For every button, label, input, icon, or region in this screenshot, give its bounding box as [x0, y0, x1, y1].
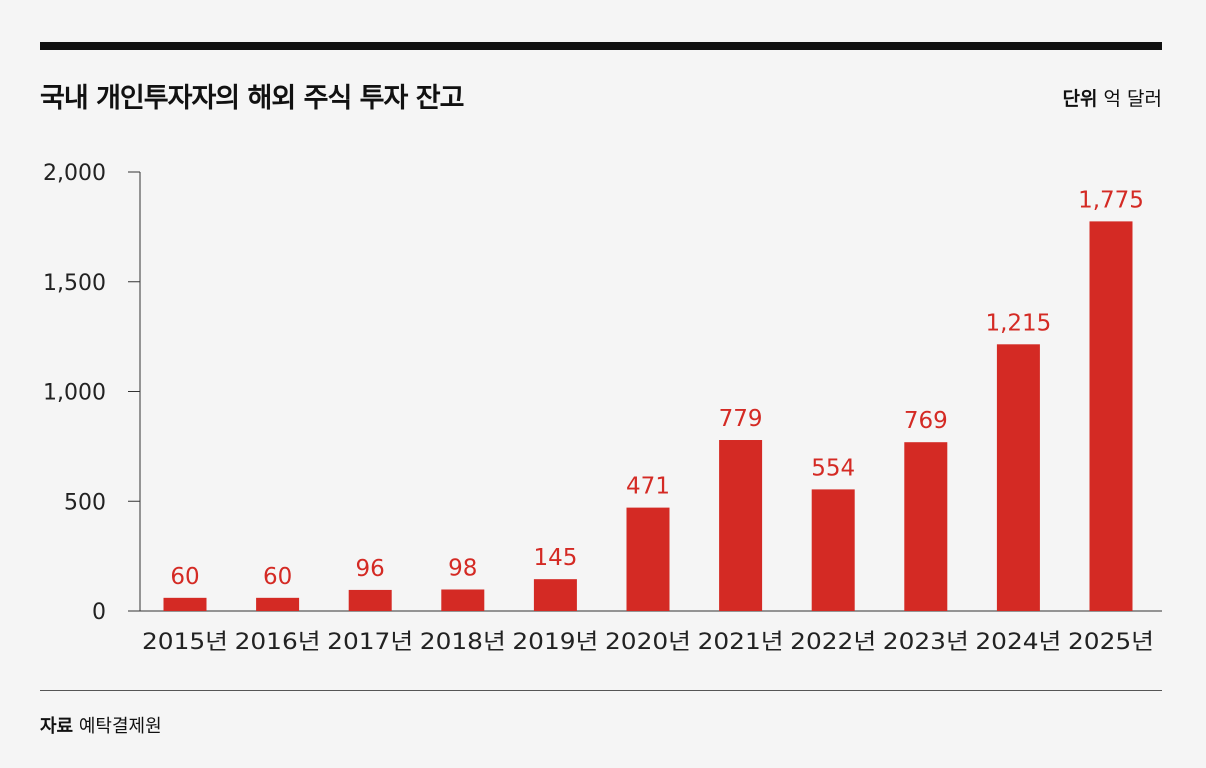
bar-value-label: 98 — [448, 555, 477, 581]
x-tick-label: 2020년 — [605, 630, 691, 655]
x-tick-label: 2023년 — [883, 630, 969, 655]
bar — [256, 597, 300, 611]
chart-title: 국내 개인투자자의 해외 주식 투자 잔고 — [40, 83, 464, 114]
x-tick-label: 2016년 — [235, 630, 321, 655]
bar — [626, 507, 670, 611]
bar-value-label: 96 — [356, 556, 385, 582]
y-tick-label: 1,500 — [43, 271, 106, 296]
bar-value-label: 779 — [719, 406, 763, 432]
x-tick-label: 2019년 — [512, 630, 598, 655]
bar-value-label: 60 — [263, 564, 292, 590]
bar-value-label: 60 — [170, 564, 199, 590]
bar-value-label: 1,775 — [1078, 187, 1144, 213]
bar — [1089, 221, 1133, 611]
bar-value-label: 145 — [533, 545, 577, 571]
bar-value-label: 769 — [904, 408, 948, 434]
source-value: 예탁결제원 — [78, 716, 162, 737]
x-tick-label: 2015년 — [142, 630, 228, 655]
unit-value: 억 달러 — [1103, 88, 1162, 110]
bar — [348, 589, 392, 611]
x-tick-label: 2022년 — [790, 630, 876, 655]
y-tick-label: 1,000 — [43, 381, 106, 406]
bottom-rule — [40, 690, 1162, 691]
source-label: 자료 — [40, 716, 74, 737]
x-tick-label: 2017년 — [327, 630, 413, 655]
bar — [811, 489, 855, 611]
bar-value-label: 554 — [811, 455, 855, 481]
bar — [904, 442, 948, 611]
bar — [533, 579, 577, 611]
bar — [163, 597, 207, 611]
source-note: 자료 예탁결제원 — [40, 712, 162, 738]
top-rule — [40, 42, 1162, 50]
bar-value-label: 471 — [626, 474, 670, 500]
x-tick-label: 2024년 — [975, 630, 1061, 655]
unit-note: 단위 억 달러 — [1063, 84, 1163, 111]
y-tick-label: 500 — [64, 490, 106, 515]
bar — [441, 589, 485, 611]
y-tick-label: 0 — [92, 600, 106, 625]
x-tick-label: 2025년 — [1068, 630, 1154, 655]
y-tick-label: 2,000 — [43, 161, 106, 186]
x-tick-label: 2018년 — [420, 630, 506, 655]
bar — [719, 440, 763, 611]
bar — [996, 344, 1040, 611]
bar-value-label: 1,215 — [985, 310, 1051, 336]
x-tick-label: 2021년 — [698, 630, 784, 655]
unit-label: 단위 — [1062, 88, 1098, 110]
